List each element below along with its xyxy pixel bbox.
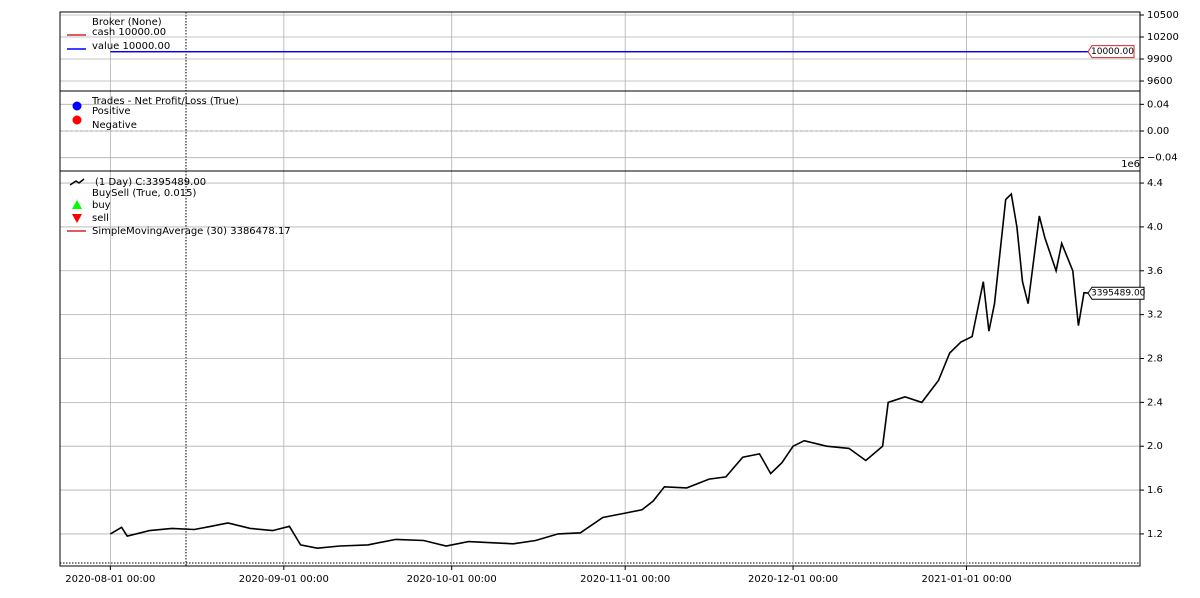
last-value-tag: 10000.00 xyxy=(1087,45,1135,59)
legend-label: Positive xyxy=(92,106,131,117)
x-tick-label: 2020-10-01 00:00 xyxy=(407,574,497,585)
y-tick-label: 9900 xyxy=(1147,54,1172,65)
x-tick-label: 2020-08-01 00:00 xyxy=(65,574,155,585)
y-tick-label: 1.2 xyxy=(1147,529,1163,540)
legend-label: BuySell (True, 0.015) xyxy=(92,188,196,199)
x-tick-label: 2020-09-01 00:00 xyxy=(239,574,329,585)
y-tick-label: 4.4 xyxy=(1147,178,1163,189)
y-tick-label: 4.0 xyxy=(1147,222,1163,233)
legend-label: SimpleMovingAverage (30) 3386478.17 xyxy=(92,226,291,237)
y-tick-label: 2.4 xyxy=(1147,397,1163,408)
legend-marker xyxy=(69,178,85,186)
y-tick-label: 9600 xyxy=(1147,76,1172,87)
tag-box xyxy=(1087,286,1145,300)
legend-label: buy xyxy=(92,200,111,211)
tag-box xyxy=(1087,45,1135,59)
legend-title: Trades - Net Profit/Loss (True) xyxy=(91,96,239,107)
last-value-tag: 3395489.00 xyxy=(1087,286,1146,300)
tag-text: 3395489.00 xyxy=(1091,289,1146,299)
price-line xyxy=(109,192,1090,550)
legend-title: Broker (None) xyxy=(92,17,162,28)
y-tick-label: −0.04 xyxy=(1147,153,1178,164)
y-tick-label: 0.04 xyxy=(1147,99,1169,110)
x-tick-label: 2020-11-01 00:00 xyxy=(580,574,670,585)
axis-offset: 1e6 xyxy=(1121,159,1140,170)
legend-marker xyxy=(72,115,82,125)
y-tick-label: 3.2 xyxy=(1147,310,1163,321)
legend-marker xyxy=(72,214,82,223)
legend-label: value 10000.00 xyxy=(92,41,170,52)
legend-label: (1 Day) C:3395489.00 xyxy=(95,177,206,188)
y-tick-label: 1.6 xyxy=(1147,485,1163,496)
y-tick-label: 0.00 xyxy=(1147,126,1169,137)
x-tick-label: 2020-12-01 00:00 xyxy=(748,574,838,585)
legend-label: sell xyxy=(92,213,109,224)
legend-label: cash 10000.00 xyxy=(92,27,166,38)
x-tick-label: 2021-01-01 00:00 xyxy=(921,574,1011,585)
legend-marker xyxy=(72,200,82,209)
y-tick-label: 2.8 xyxy=(1147,353,1163,364)
tag-text: 10000.00 xyxy=(1091,47,1134,57)
y-tick-label: 2.0 xyxy=(1147,441,1163,452)
panel-frame xyxy=(59,170,1141,567)
y-tick-label: 3.6 xyxy=(1147,266,1163,277)
legend-label: Negative xyxy=(92,120,137,131)
y-tick-label: 10500 xyxy=(1147,10,1179,21)
legend-marker xyxy=(72,101,82,111)
y-tick-label: 10200 xyxy=(1147,32,1179,43)
